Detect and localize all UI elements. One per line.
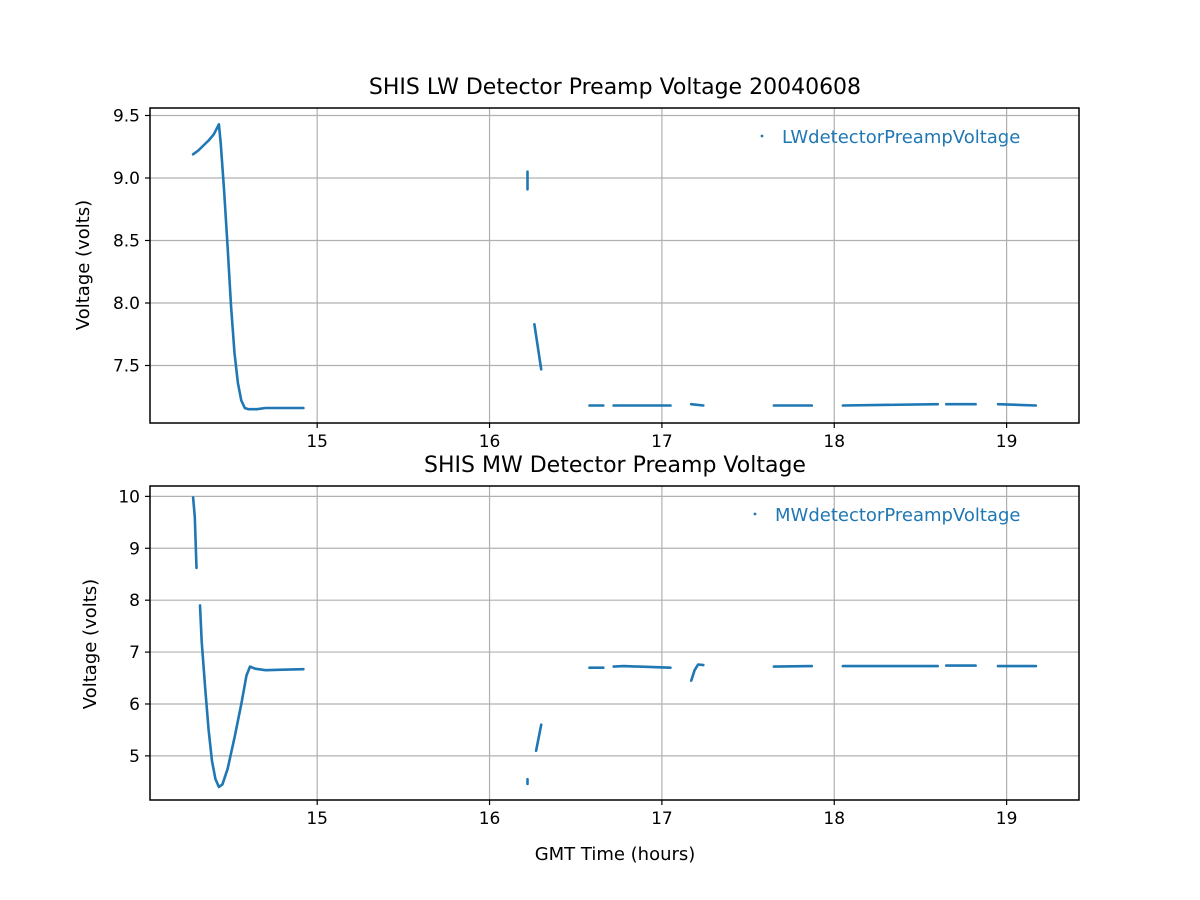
lw-grid	[150, 108, 1079, 423]
mw-x-tick-label: 18	[823, 809, 845, 829]
lw-y-tick-label: 7.5	[113, 357, 140, 377]
lw-data-segment	[533, 322, 543, 371]
lw-data-segment	[689, 402, 705, 407]
mw-legend: MWdetectorPreampVoltage	[753, 505, 1020, 526]
lw-plot-title: SHIS LW Detector Preamp Voltage 20040608	[369, 75, 861, 100]
mw-data-points	[191, 496, 1038, 789]
mw-y-tick-label: 8	[129, 591, 140, 611]
mw-ticks: 15 16 17 18 19 5 6 7 8 9 10	[118, 487, 1017, 829]
mw-data-segment	[534, 723, 543, 753]
lw-x-tick-label: 15	[306, 432, 328, 452]
lw-x-tick-label: 16	[479, 432, 501, 452]
mw-voltage-plot: SHIS MW Detector Preamp Voltage Voltage …	[80, 453, 1080, 865]
lw-x-tick-label: 18	[823, 432, 845, 452]
lw-data-segment	[841, 402, 940, 407]
lw-axes-frame	[149, 107, 1080, 424]
lw-voltage-plot: SHIS LW Detector Preamp Voltage 20040608…	[73, 75, 1080, 453]
lw-y-tick-label: 8.0	[113, 294, 140, 314]
mw-y-tick-label: 7	[129, 643, 140, 663]
lw-legend: LWdetectorPreampVoltage	[760, 127, 1020, 148]
mw-x-tick-label: 15	[306, 809, 328, 829]
lw-y-tick-label: 8.5	[113, 232, 140, 252]
lw-data-points	[191, 123, 1038, 411]
mw-plot-title: SHIS MW Detector Preamp Voltage	[424, 453, 806, 478]
mw-y-tick-label: 5	[129, 747, 140, 767]
lw-legend-marker	[760, 134, 764, 138]
lw-y-tick-label: 9.5	[113, 107, 140, 127]
mw-data-segment	[689, 663, 705, 682]
lw-ticks: 15 16 17 18 19 7.5 8.0 8.5 9.0 9.5	[113, 107, 1017, 453]
mw-data-segment	[198, 604, 305, 789]
x-axis-label: GMT Time (hours)	[535, 844, 696, 865]
mw-axes-frame	[149, 485, 1080, 801]
lw-data-segment	[996, 402, 1038, 407]
mw-x-tick-label: 19	[996, 809, 1018, 829]
mw-grid	[150, 486, 1079, 800]
mw-y-tick-label: 6	[129, 695, 140, 715]
lw-data-segment	[191, 123, 305, 411]
lw-x-tick-label: 17	[651, 432, 673, 452]
mw-x-tick-label: 17	[651, 809, 673, 829]
lw-x-tick-label: 19	[996, 432, 1018, 452]
lw-y-tick-label: 9.0	[113, 169, 140, 189]
mw-data-segment	[612, 664, 672, 670]
mw-y-tick-label: 9	[129, 539, 140, 559]
mw-legend-marker	[753, 512, 757, 516]
mw-data-segment	[191, 496, 198, 570]
mw-legend-label: MWdetectorPreampVoltage	[775, 505, 1020, 526]
mw-x-tick-label: 16	[479, 809, 501, 829]
mw-y-axis-label: Voltage (volts)	[80, 579, 101, 709]
mw-data-segment	[772, 664, 814, 668]
lw-legend-label: LWdetectorPreampVoltage	[782, 127, 1020, 148]
lw-y-axis-label: Voltage (volts)	[73, 200, 94, 330]
mw-y-tick-label: 10	[118, 487, 140, 507]
